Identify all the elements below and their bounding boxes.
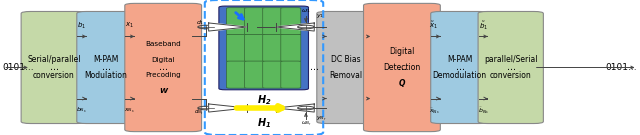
FancyBboxPatch shape bbox=[281, 34, 301, 61]
FancyBboxPatch shape bbox=[262, 34, 283, 61]
Text: $x_1$: $x_1$ bbox=[125, 21, 134, 30]
FancyBboxPatch shape bbox=[125, 3, 202, 132]
Polygon shape bbox=[276, 104, 314, 112]
FancyBboxPatch shape bbox=[478, 11, 543, 124]
Text: $\cdots$: $\cdots$ bbox=[397, 63, 407, 72]
Text: $\tilde{b}_1$: $\tilde{b}_1$ bbox=[479, 19, 488, 32]
Text: $\omega_{N_r}$: $\omega_{N_r}$ bbox=[301, 120, 311, 129]
FancyBboxPatch shape bbox=[227, 34, 246, 61]
Polygon shape bbox=[209, 104, 247, 112]
FancyBboxPatch shape bbox=[317, 11, 374, 124]
Text: parallel/Serial: parallel/Serial bbox=[484, 55, 538, 64]
Text: $\tilde{x}_{N_s}$: $\tilde{x}_{N_s}$ bbox=[429, 106, 439, 116]
FancyBboxPatch shape bbox=[244, 34, 265, 61]
Text: M-PAM: M-PAM bbox=[447, 55, 472, 64]
Text: $\cdots$: $\cdots$ bbox=[158, 63, 168, 72]
Text: Digital: Digital bbox=[389, 48, 415, 56]
Text: $\cdots$: $\cdots$ bbox=[308, 63, 319, 72]
Polygon shape bbox=[209, 23, 247, 31]
FancyBboxPatch shape bbox=[244, 8, 265, 35]
FancyBboxPatch shape bbox=[281, 8, 301, 35]
Text: $\bfit{H}_2$: $\bfit{H}_2$ bbox=[257, 93, 271, 107]
Text: $x_{N_s}$: $x_{N_s}$ bbox=[124, 106, 134, 115]
Text: $\cdots$: $\cdots$ bbox=[49, 63, 59, 72]
Text: $\tilde{x}_1$: $\tilde{x}_1$ bbox=[429, 20, 438, 31]
Text: Precoding: Precoding bbox=[145, 72, 181, 78]
FancyBboxPatch shape bbox=[244, 61, 265, 88]
FancyBboxPatch shape bbox=[281, 61, 301, 88]
Text: Demodulation: Demodulation bbox=[433, 71, 486, 80]
FancyBboxPatch shape bbox=[431, 11, 488, 124]
Text: $d_1$: $d_1$ bbox=[195, 18, 204, 27]
Text: W: W bbox=[159, 88, 167, 94]
FancyBboxPatch shape bbox=[21, 11, 86, 124]
Polygon shape bbox=[276, 23, 314, 31]
Text: $b_1$: $b_1$ bbox=[77, 21, 86, 31]
FancyBboxPatch shape bbox=[77, 11, 134, 124]
Text: $\cdots$: $\cdots$ bbox=[100, 63, 111, 72]
Text: conversion: conversion bbox=[490, 71, 532, 80]
Text: $\tilde{b}_{N_s}$: $\tilde{b}_{N_s}$ bbox=[478, 105, 488, 116]
Text: $y_{N_r}$: $y_{N_r}$ bbox=[316, 114, 326, 123]
Text: $\omega_1$: $\omega_1$ bbox=[301, 7, 311, 15]
Text: DC Bias: DC Bias bbox=[331, 55, 360, 64]
Text: Digital: Digital bbox=[152, 57, 175, 63]
Text: Modulation: Modulation bbox=[84, 71, 127, 80]
FancyBboxPatch shape bbox=[262, 8, 283, 35]
Text: $\bfit{H}_1$: $\bfit{H}_1$ bbox=[257, 117, 271, 130]
FancyBboxPatch shape bbox=[227, 61, 246, 88]
Text: 0101...: 0101... bbox=[3, 63, 34, 72]
FancyBboxPatch shape bbox=[227, 8, 246, 35]
Text: $d_{N_t}$: $d_{N_t}$ bbox=[194, 107, 203, 117]
Text: Detection: Detection bbox=[383, 63, 420, 72]
Text: conversion: conversion bbox=[33, 71, 75, 80]
Text: M-PAM: M-PAM bbox=[93, 55, 118, 64]
Text: 0101...: 0101... bbox=[606, 63, 637, 72]
FancyBboxPatch shape bbox=[262, 61, 283, 88]
Text: Removal: Removal bbox=[329, 71, 362, 80]
Text: Q: Q bbox=[399, 79, 405, 87]
Text: $\cdots$: $\cdots$ bbox=[454, 63, 465, 72]
FancyBboxPatch shape bbox=[364, 3, 440, 132]
Text: Serial/parallel: Serial/parallel bbox=[27, 55, 81, 64]
Text: $y_1$: $y_1$ bbox=[316, 12, 324, 20]
Text: $b_{N_s}$: $b_{N_s}$ bbox=[76, 106, 86, 115]
FancyBboxPatch shape bbox=[219, 6, 308, 90]
Text: $\cdots$: $\cdots$ bbox=[506, 63, 516, 72]
Text: Baseband: Baseband bbox=[145, 41, 181, 47]
